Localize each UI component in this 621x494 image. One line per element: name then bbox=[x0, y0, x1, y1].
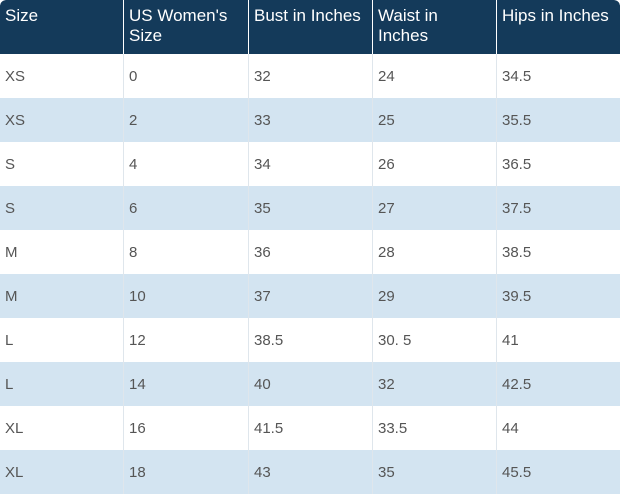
cell-bust: 33 bbox=[248, 98, 372, 142]
cell-us-size: 12 bbox=[123, 318, 248, 362]
header-us-womens-size: US Women's Size bbox=[123, 0, 248, 54]
cell-hips: 36.5 bbox=[496, 142, 620, 186]
cell-waist: 35 bbox=[372, 450, 496, 494]
cell-us-size: 2 bbox=[123, 98, 248, 142]
cell-us-size: 0 bbox=[123, 54, 248, 98]
table-header: Size US Women's Size Bust in Inches Wais… bbox=[0, 0, 620, 54]
cell-size: XL bbox=[0, 406, 123, 450]
header-hips: Hips in Inches bbox=[496, 0, 620, 54]
cell-hips: 37.5 bbox=[496, 186, 620, 230]
cell-size: L bbox=[0, 318, 123, 362]
cell-size: S bbox=[0, 142, 123, 186]
table-row: S 6 35 27 37.5 bbox=[0, 186, 620, 230]
cell-bust: 40 bbox=[248, 362, 372, 406]
cell-hips: 38.5 bbox=[496, 230, 620, 274]
cell-us-size: 14 bbox=[123, 362, 248, 406]
cell-hips: 41 bbox=[496, 318, 620, 362]
table-row: M 8 36 28 38.5 bbox=[0, 230, 620, 274]
cell-bust: 32 bbox=[248, 54, 372, 98]
cell-waist: 28 bbox=[372, 230, 496, 274]
cell-bust: 41.5 bbox=[248, 406, 372, 450]
cell-hips: 45.5 bbox=[496, 450, 620, 494]
table-row: M 10 37 29 39.5 bbox=[0, 274, 620, 318]
header-bust: Bust in Inches bbox=[248, 0, 372, 54]
cell-bust: 35 bbox=[248, 186, 372, 230]
cell-bust: 37 bbox=[248, 274, 372, 318]
table-row: L 14 40 32 42.5 bbox=[0, 362, 620, 406]
cell-size: XL bbox=[0, 450, 123, 494]
cell-bust: 43 bbox=[248, 450, 372, 494]
cell-size: XS bbox=[0, 54, 123, 98]
cell-waist: 24 bbox=[372, 54, 496, 98]
cell-waist: 33.5 bbox=[372, 406, 496, 450]
cell-waist: 32 bbox=[372, 362, 496, 406]
table-row: L 12 38.5 30. 5 41 bbox=[0, 318, 620, 362]
table-body: XS 0 32 24 34.5 XS 2 33 25 35.5 S 4 34 2… bbox=[0, 54, 620, 494]
cell-us-size: 6 bbox=[123, 186, 248, 230]
header-row: Size US Women's Size Bust in Inches Wais… bbox=[0, 0, 620, 54]
table-row: XS 2 33 25 35.5 bbox=[0, 98, 620, 142]
cell-us-size: 8 bbox=[123, 230, 248, 274]
cell-us-size: 16 bbox=[123, 406, 248, 450]
cell-bust: 34 bbox=[248, 142, 372, 186]
cell-us-size: 18 bbox=[123, 450, 248, 494]
cell-size: M bbox=[0, 230, 123, 274]
cell-size: M bbox=[0, 274, 123, 318]
cell-hips: 35.5 bbox=[496, 98, 620, 142]
table-row: XS 0 32 24 34.5 bbox=[0, 54, 620, 98]
cell-size: S bbox=[0, 186, 123, 230]
cell-waist: 26 bbox=[372, 142, 496, 186]
cell-hips: 42.5 bbox=[496, 362, 620, 406]
cell-waist: 25 bbox=[372, 98, 496, 142]
cell-hips: 39.5 bbox=[496, 274, 620, 318]
cell-waist: 27 bbox=[372, 186, 496, 230]
cell-us-size: 4 bbox=[123, 142, 248, 186]
cell-hips: 34.5 bbox=[496, 54, 620, 98]
cell-bust: 36 bbox=[248, 230, 372, 274]
cell-hips: 44 bbox=[496, 406, 620, 450]
cell-waist: 29 bbox=[372, 274, 496, 318]
cell-waist: 30. 5 bbox=[372, 318, 496, 362]
cell-size: XS bbox=[0, 98, 123, 142]
table-row: XL 18 43 35 45.5 bbox=[0, 450, 620, 494]
table-row: XL 16 41.5 33.5 44 bbox=[0, 406, 620, 450]
cell-bust: 38.5 bbox=[248, 318, 372, 362]
header-size: Size bbox=[0, 0, 123, 54]
table-row: S 4 34 26 36.5 bbox=[0, 142, 620, 186]
cell-size: L bbox=[0, 362, 123, 406]
header-waist: Waist in Inches bbox=[372, 0, 496, 54]
cell-us-size: 10 bbox=[123, 274, 248, 318]
